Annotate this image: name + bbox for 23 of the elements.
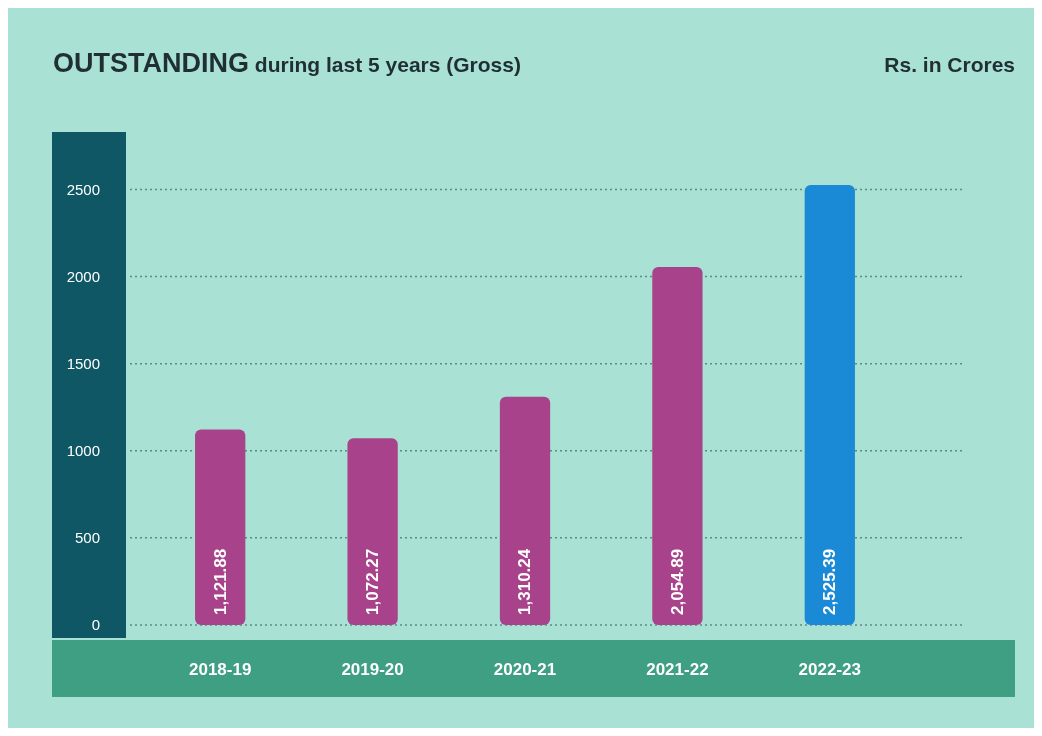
bar	[804, 185, 855, 625]
x-tick-label: 2020-21	[493, 659, 557, 679]
data-label: 2,054.89	[667, 548, 687, 615]
text: Rs. in Crores	[884, 53, 1015, 76]
data-label: 1,072.27	[363, 548, 383, 615]
bar	[652, 267, 703, 625]
x-tick-label: 2021-22	[646, 659, 709, 679]
x-tick-label: 2018-19	[189, 659, 252, 679]
y-tick-label: 0	[91, 616, 100, 634]
data-label: 1,121.88	[210, 548, 230, 615]
data-label: 1,310.24	[515, 548, 535, 615]
x-tick-label: 2022-23	[798, 659, 861, 679]
bar	[347, 438, 398, 625]
chart-title: OUTSTANDING during last 5 years (Gross)	[53, 48, 521, 78]
x-tick-label: 2019-20	[341, 659, 404, 679]
y-tick-label: 2000	[66, 268, 100, 286]
y-tick-label: 1500	[66, 355, 100, 373]
bar	[499, 396, 551, 625]
y-tick-label: 500	[74, 529, 100, 547]
data-label: 2,525.39	[820, 548, 840, 615]
y-tick-label: 1000	[66, 442, 100, 460]
y-tick-label: 2500	[66, 180, 100, 198]
bar	[195, 429, 246, 625]
